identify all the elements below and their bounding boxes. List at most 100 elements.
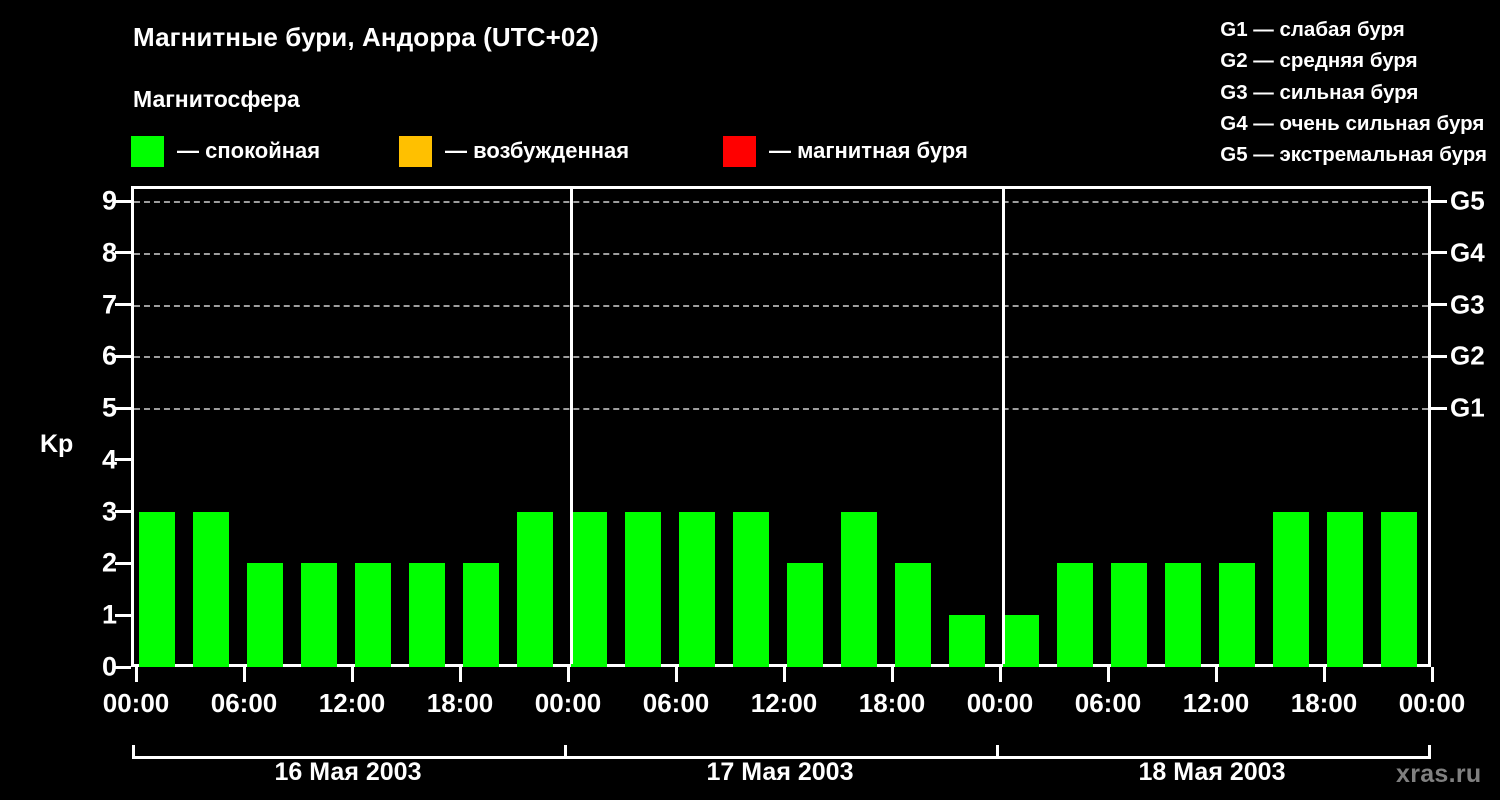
plot-area bbox=[131, 186, 1431, 667]
y-tick-label-7: 7 bbox=[101, 289, 117, 320]
kp-bar bbox=[1273, 511, 1309, 667]
kp-bar bbox=[301, 563, 337, 667]
date-bracket-2 bbox=[564, 745, 999, 759]
kp-bar bbox=[517, 511, 553, 667]
x-tick-2 bbox=[350, 667, 354, 682]
y-tick-label-3: 3 bbox=[101, 496, 117, 527]
legend-label-calm: — спокойная bbox=[177, 138, 321, 163]
date-label-1: 16 Мая 2003 bbox=[274, 758, 422, 786]
day-separator-1 bbox=[569, 189, 573, 664]
kp-bar bbox=[571, 511, 607, 667]
y-tick-0 bbox=[115, 665, 131, 669]
y-tick-9 bbox=[115, 199, 131, 203]
x-tick-label-5: 06:00 bbox=[642, 688, 710, 718]
day-separator-2 bbox=[1001, 189, 1005, 664]
g-tick-g4 bbox=[1431, 251, 1447, 255]
g-tick-g5 bbox=[1431, 199, 1447, 203]
y-tick-8 bbox=[115, 251, 131, 255]
legend-swatch-storm bbox=[723, 135, 756, 167]
y-tick-label-0: 0 bbox=[101, 651, 117, 682]
g-scale-entry-g3: G3 — сильная буря bbox=[1220, 80, 1419, 104]
kp-bar bbox=[1057, 563, 1093, 667]
y-tick-label-1: 1 bbox=[101, 599, 117, 630]
legend-item-unsettled: — возбужденная bbox=[399, 134, 629, 168]
x-tick-label-2: 12:00 bbox=[318, 688, 386, 718]
kp-bar bbox=[1165, 563, 1201, 667]
x-tick-3 bbox=[458, 667, 462, 682]
kp-bar bbox=[733, 511, 769, 667]
y-tick-label-4: 4 bbox=[101, 444, 117, 475]
kp-bar bbox=[625, 511, 661, 667]
x-tick-label-3: 18:00 bbox=[426, 688, 494, 718]
kp-bar bbox=[139, 511, 175, 667]
x-tick-label-12: 00:00 bbox=[1398, 688, 1466, 718]
kp-bar bbox=[841, 511, 877, 667]
x-tick-label-7: 18:00 bbox=[858, 688, 926, 718]
y-tick-label-6: 6 bbox=[101, 340, 117, 371]
x-tick-7 bbox=[890, 667, 894, 682]
gridline-kp-8 bbox=[134, 252, 1428, 255]
magnetosphere-heading: Магнитосфера bbox=[133, 86, 300, 112]
y-tick-3 bbox=[115, 510, 131, 514]
legend-item-storm: — магнитная буря bbox=[723, 134, 968, 168]
x-tick-10 bbox=[1214, 667, 1218, 682]
gridline-kp-7 bbox=[134, 304, 1428, 307]
g-tick-g2 bbox=[1431, 354, 1447, 358]
g-scale-entry-g5: G5 — экстремальная буря bbox=[1220, 143, 1487, 167]
g-scale-legend: G1 — слабая буря G2 — средняя буря G3 — си… bbox=[1220, 14, 1487, 170]
kp-bar bbox=[247, 563, 283, 667]
g-scale-entry-g4: G4 — очень сильная буря bbox=[1220, 111, 1485, 135]
g-tick-label-g5: G5 bbox=[1450, 185, 1485, 216]
y-tick-1 bbox=[115, 613, 131, 617]
x-tick-8 bbox=[998, 667, 1002, 682]
x-tick-0 bbox=[134, 667, 138, 682]
legend-label-unsettled: — возбужденная bbox=[445, 138, 630, 163]
kp-bar bbox=[355, 563, 391, 667]
y-tick-label-8: 8 bbox=[101, 237, 117, 268]
page-title: Магнитные бури, Андорра (UTC+02) bbox=[133, 22, 599, 52]
g-scale-entry-g1: G1 — слабая буря bbox=[1220, 18, 1405, 41]
g-tick-g1 bbox=[1431, 406, 1447, 410]
g-tick-label-g2: G2 bbox=[1450, 340, 1485, 371]
x-tick-label-11: 18:00 bbox=[1290, 688, 1358, 718]
kp-bar bbox=[679, 511, 715, 667]
x-tick-label-10: 12:00 bbox=[1182, 688, 1250, 718]
date-label-2: 17 Мая 2003 bbox=[706, 758, 854, 786]
kp-bar bbox=[1327, 511, 1363, 667]
kp-bar bbox=[787, 563, 823, 667]
kp-bar bbox=[409, 563, 445, 667]
legend-swatch-calm bbox=[131, 135, 164, 167]
y-tick-label-9: 9 bbox=[101, 185, 117, 216]
y-tick-2 bbox=[115, 561, 131, 565]
kp-bar bbox=[895, 563, 931, 667]
kp-bar bbox=[463, 563, 499, 667]
gridline-kp-6 bbox=[134, 356, 1428, 359]
x-tick-label-4: 00:00 bbox=[534, 688, 602, 718]
x-tick-label-1: 06:00 bbox=[210, 688, 278, 718]
x-tick-4 bbox=[566, 667, 570, 682]
x-tick-6 bbox=[782, 667, 786, 682]
legend-item-calm: — спокойная bbox=[131, 134, 320, 168]
x-tick-label-8: 00:00 bbox=[966, 688, 1034, 718]
kp-bar bbox=[1381, 511, 1417, 667]
y-axis-title: Kp bbox=[40, 430, 74, 458]
date-label-3: 18 Мая 2003 bbox=[1138, 758, 1286, 786]
y-tick-5 bbox=[115, 406, 131, 410]
x-tick-12 bbox=[1430, 667, 1434, 682]
g-tick-g3 bbox=[1431, 303, 1447, 307]
x-tick-1 bbox=[242, 667, 246, 682]
y-tick-4 bbox=[115, 458, 131, 462]
x-tick-5 bbox=[674, 667, 678, 682]
x-tick-label-6: 12:00 bbox=[750, 688, 818, 718]
legend-swatch-unsettled bbox=[399, 135, 432, 167]
y-tick-6 bbox=[115, 354, 131, 358]
y-tick-label-2: 2 bbox=[101, 547, 117, 578]
x-tick-11 bbox=[1322, 667, 1326, 682]
x-tick-9 bbox=[1106, 667, 1110, 682]
y-tick-7 bbox=[115, 303, 131, 307]
g-tick-label-g3: G3 bbox=[1450, 289, 1485, 320]
g-tick-label-g4: G4 bbox=[1450, 237, 1485, 268]
kp-bar bbox=[1003, 615, 1039, 667]
legend-label-storm: — магнитная буря bbox=[769, 138, 968, 163]
